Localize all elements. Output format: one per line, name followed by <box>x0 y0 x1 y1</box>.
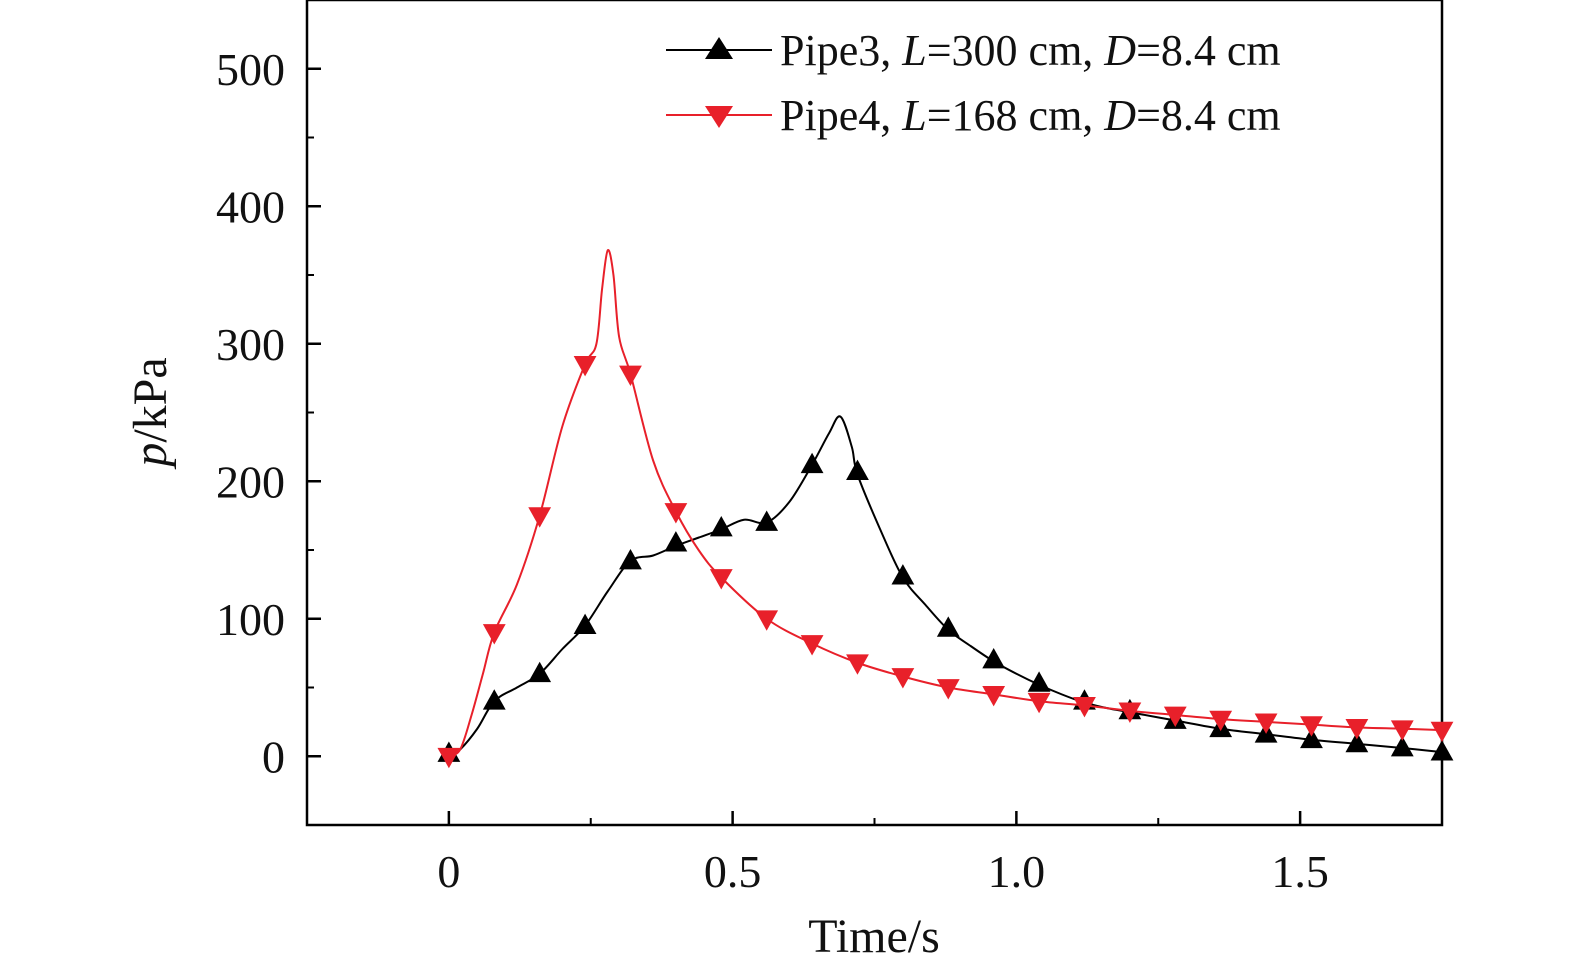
x-tick-label: 1.5 <box>1271 846 1329 897</box>
data-point <box>664 503 688 524</box>
data-point <box>1209 710 1233 732</box>
data-point <box>482 689 506 710</box>
data-point <box>528 661 552 683</box>
data-point <box>800 635 824 656</box>
legend-marker-pipe3 <box>705 37 733 59</box>
x-axis: 0 0.5 1.0 1.5 <box>306 811 1443 897</box>
data-point <box>846 459 869 481</box>
data-point <box>1430 740 1454 761</box>
legend-label-pipe3: Pipe3, L=300 cm, D=8.4 cm <box>780 26 1281 75</box>
data-point <box>755 610 779 631</box>
y-tick-label: 100 <box>216 594 285 645</box>
data-point <box>891 668 915 689</box>
x-axis-title: Time/s <box>808 910 940 963</box>
data-point <box>891 564 915 585</box>
y-axis-title-unit: /kPa <box>124 357 177 442</box>
legend: Pipe3, L=300 cm, D=8.4 cm Pipe4, L=168 c… <box>666 26 1281 140</box>
y-axis-title-variable: p <box>124 443 177 470</box>
data-point <box>709 516 733 537</box>
series-pipe4 <box>437 249 1454 769</box>
data-point <box>936 616 960 637</box>
data-point <box>664 531 688 552</box>
data-point <box>1300 727 1323 749</box>
x-tick-label: 0 <box>437 846 460 897</box>
legend-item-pipe4: Pipe4, L=168 cm, D=8.4 cm <box>666 91 1281 140</box>
data-point <box>1430 721 1454 743</box>
series-pipe3 <box>437 415 1454 762</box>
data-point <box>982 648 1006 669</box>
data-point <box>846 654 869 675</box>
y-axis: 0 100 200 300 400 500 <box>216 0 321 826</box>
data-point <box>1390 720 1414 741</box>
data-point <box>619 365 642 386</box>
series-line <box>448 415 1443 758</box>
data-point <box>437 747 461 769</box>
legend-marker-pipe4 <box>705 106 733 128</box>
data-point <box>800 452 824 474</box>
data-point <box>755 510 779 531</box>
x-tick-label: 0.5 <box>704 846 762 897</box>
data-point <box>1300 716 1323 737</box>
y-tick-label: 500 <box>216 44 285 95</box>
data-point <box>1390 736 1414 757</box>
y-tick-label: 300 <box>216 319 285 370</box>
data-point <box>1254 713 1278 734</box>
data-point <box>982 685 1006 707</box>
data-point <box>482 624 506 645</box>
y-tick-label: 200 <box>216 456 285 507</box>
data-point <box>1027 671 1051 692</box>
data-point <box>1073 696 1096 718</box>
data-point <box>528 507 552 528</box>
x-tick-label: 1.0 <box>988 846 1046 897</box>
y-axis-title: p/kPa <box>124 357 177 469</box>
data-point <box>573 355 597 377</box>
data-point <box>573 613 597 635</box>
data-point <box>1118 702 1142 723</box>
y-tick-label: 0 <box>262 731 285 782</box>
data-point <box>1345 731 1369 753</box>
data-point <box>709 569 733 590</box>
legend-label-pipe4: Pipe4, L=168 cm, D=8.4 cm <box>780 91 1281 140</box>
data-point <box>619 549 642 570</box>
data-point <box>1163 706 1187 727</box>
data-point <box>1345 718 1369 740</box>
legend-item-pipe3: Pipe3, L=300 cm, D=8.4 cm <box>666 26 1281 75</box>
series-line <box>448 249 1443 758</box>
y-tick-label: 400 <box>216 181 285 232</box>
series-layer <box>437 249 1454 769</box>
data-point <box>936 679 960 700</box>
data-point <box>1027 692 1051 714</box>
